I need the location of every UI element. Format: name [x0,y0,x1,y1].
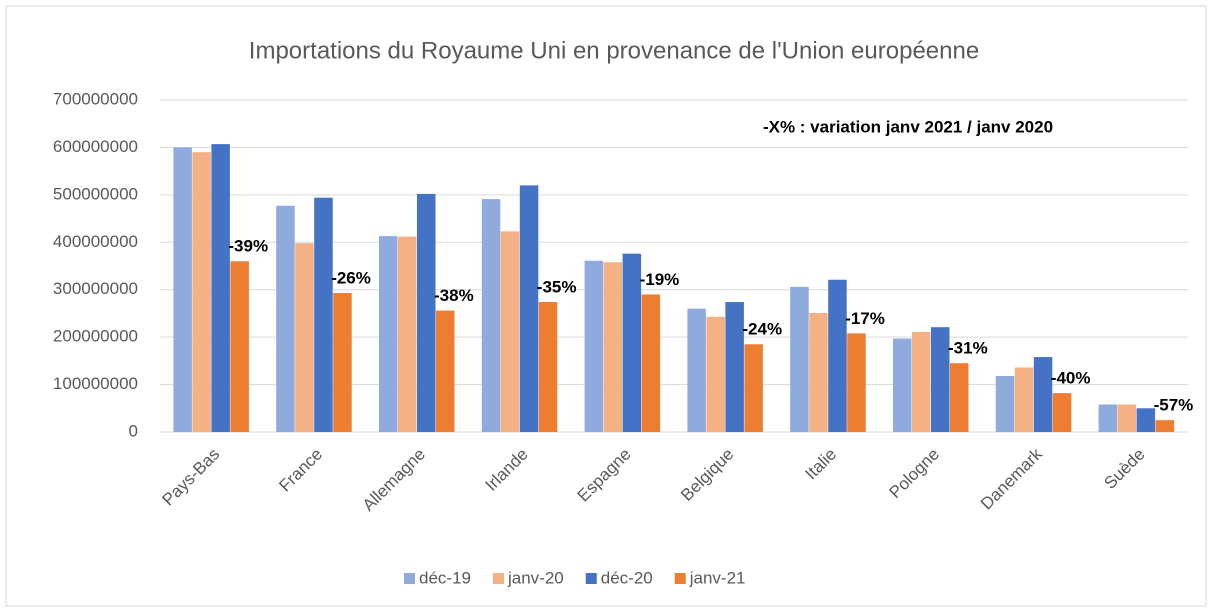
change-label: -31% [948,339,988,358]
bar [1136,408,1156,432]
change-label: -24% [742,320,782,339]
y-tick-label: 500000000 [53,184,138,203]
legend-swatch [492,573,504,584]
y-tick-label: 200000000 [53,327,138,346]
bar [276,205,295,432]
y-tick-label: 600000000 [53,137,138,156]
bar [1014,367,1034,432]
bar [519,185,539,432]
change-label: -57% [1154,396,1194,415]
bar [333,293,352,432]
bar [847,333,866,432]
bar [398,236,417,432]
legend-swatch [404,573,415,584]
bar [995,376,1015,432]
y-tick-label: 100000000 [53,374,138,393]
change-label: -35% [537,278,577,297]
bar [379,236,398,432]
bar [500,231,520,432]
change-label: -17% [845,309,885,328]
bar [1117,404,1137,432]
change-label: -19% [640,270,680,289]
bar [538,302,558,432]
bar [584,260,604,432]
y-tick-label: 300000000 [53,279,138,298]
bar [641,294,661,432]
change-label: -38% [434,286,474,305]
legend-swatch [674,573,686,584]
bar [931,327,950,432]
bar [314,197,333,432]
change-label: -40% [1051,369,1091,388]
bar [173,147,192,432]
bar [828,279,847,432]
bar [950,363,969,432]
bar [687,308,706,432]
bar [192,152,211,432]
bar [725,302,744,432]
legend-label: janv-21 [689,568,746,587]
change-label: -39% [228,237,268,256]
chart-title: Importations du Royaume Uni en provenanc… [249,37,979,64]
bar [1098,404,1118,432]
legend-label: déc-20 [601,568,653,587]
bar [436,310,455,432]
bar [230,261,249,432]
bar [603,262,623,432]
bar [211,144,230,432]
change-label: -26% [331,269,371,288]
bar [893,338,912,432]
bar [706,316,725,432]
bar [1052,393,1072,432]
bar [295,243,314,432]
bar [622,253,642,432]
bar [809,312,828,432]
legend-label: déc-19 [419,568,471,587]
legend-swatch [585,573,597,584]
y-tick-label: 700000000 [53,89,138,108]
bar [417,193,436,432]
bar [744,344,763,432]
y-tick-label: 0 [129,421,138,440]
y-tick-label: 400000000 [53,232,138,251]
bar [912,331,931,432]
annotation: -X% : variation janv 2021 / janv 2020 [763,117,1053,136]
bar [481,199,501,432]
legend-label: janv-20 [507,568,564,587]
bar [1033,357,1053,432]
bar [790,286,809,432]
bar [1155,420,1175,432]
